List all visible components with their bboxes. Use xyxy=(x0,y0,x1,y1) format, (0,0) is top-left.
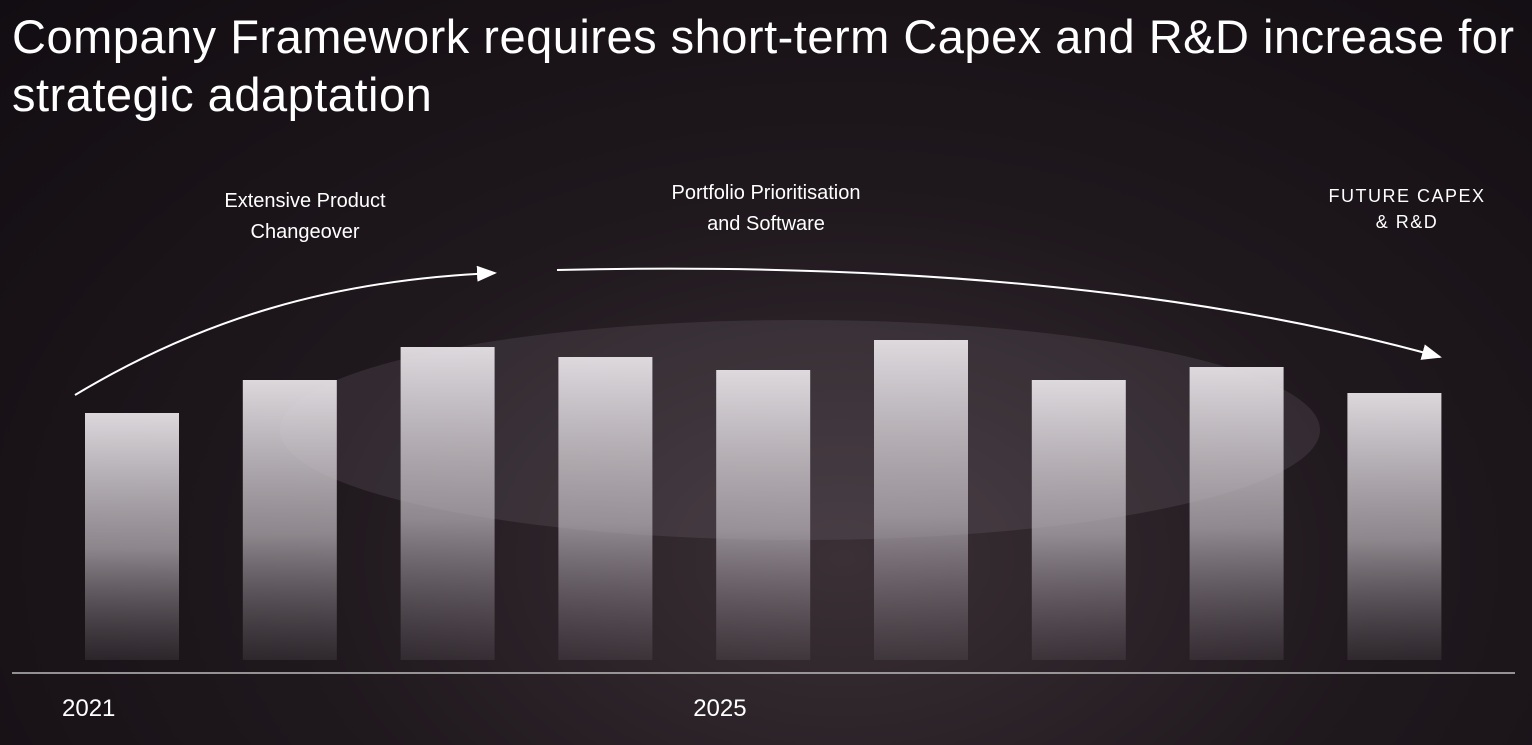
annotation: FUTURE CAPEX xyxy=(1328,186,1485,206)
arrow xyxy=(74,265,497,396)
annotation: & R&D xyxy=(1376,212,1439,232)
bar xyxy=(874,340,968,660)
bar xyxy=(1189,367,1284,660)
annotation: Portfolio Prioritisation xyxy=(672,182,861,204)
bar xyxy=(716,370,811,660)
bar xyxy=(400,347,495,660)
x-tick-label: 2021 xyxy=(62,695,115,722)
bar xyxy=(1347,393,1442,660)
slide-title: Company Framework requires short-term Ca… xyxy=(12,10,1515,121)
bar xyxy=(85,413,179,660)
x-tick-label: 2025 xyxy=(693,695,746,722)
bar xyxy=(558,357,653,660)
annotation: Extensive Product xyxy=(224,190,386,212)
annotation: Changeover xyxy=(251,221,360,243)
bar xyxy=(1031,380,1126,660)
annotation: and Software xyxy=(707,213,825,235)
arrow xyxy=(556,267,1442,360)
bar xyxy=(242,380,337,660)
